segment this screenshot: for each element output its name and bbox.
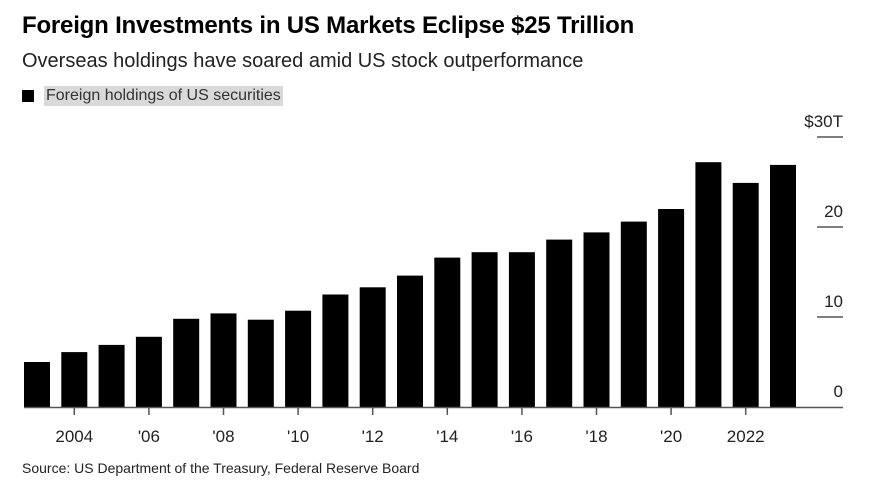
bar-2006 [135, 336, 162, 407]
bar-2010 [285, 310, 312, 407]
bar-2008 [210, 313, 237, 407]
y-tick-label: 20 [824, 202, 843, 221]
bar-2023 [770, 164, 796, 407]
y-tick-label: 10 [824, 292, 843, 311]
bar-2011 [322, 294, 349, 407]
chart-title: Foreign Investments in US Markets Eclips… [22, 12, 635, 39]
bar-2009 [247, 319, 274, 407]
bar-2005 [98, 344, 125, 407]
bar-2015 [471, 252, 498, 407]
legend-swatch [22, 90, 34, 102]
legend: Foreign holdings of US securities [22, 86, 283, 106]
bar-2012 [359, 287, 386, 407]
bar-2004 [61, 352, 88, 407]
x-tick-label: '08 [212, 427, 234, 446]
x-tick-label: '14 [436, 427, 458, 446]
bar-2016 [508, 252, 535, 407]
x-tick-label: '18 [585, 427, 607, 446]
bar-2018 [583, 232, 610, 407]
legend-label: Foreign holdings of US securities [44, 86, 283, 106]
y-tick-label: 0 [834, 382, 843, 401]
x-tick-label: '06 [138, 427, 160, 446]
bar-2019 [620, 221, 647, 407]
bar-2022 [732, 182, 759, 407]
bar-2007 [173, 318, 200, 407]
source-note: Source: US Department of the Treasury, F… [22, 460, 420, 476]
bar-2021 [695, 162, 722, 407]
bar-2013 [397, 275, 423, 407]
chart-subtitle: Overseas holdings have soared amid US st… [22, 50, 584, 72]
bar-2020 [658, 209, 685, 407]
x-tick-label: '12 [362, 427, 384, 446]
bar-2003 [24, 362, 50, 407]
bar-2014 [434, 257, 461, 407]
bar-2017 [546, 239, 573, 407]
x-tick-label: '16 [511, 427, 533, 446]
x-tick-label: '10 [287, 427, 309, 446]
x-tick-label: '20 [660, 427, 682, 446]
x-tick-label: 2022 [727, 427, 765, 446]
x-tick-label: 2004 [55, 427, 93, 446]
y-tick-label: $30T [804, 112, 843, 131]
